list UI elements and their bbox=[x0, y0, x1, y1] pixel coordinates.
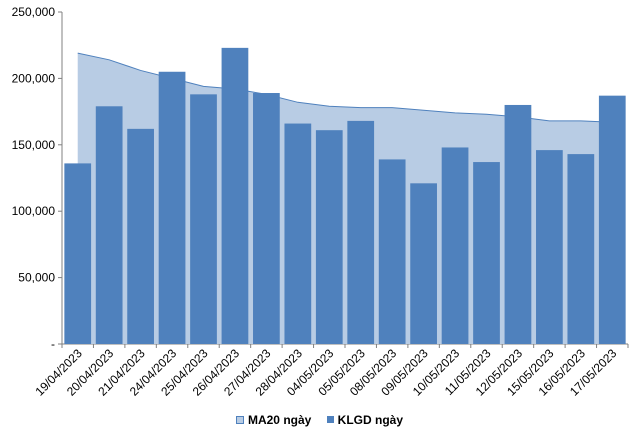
klgd-bar bbox=[347, 120, 375, 345]
klgd-bar bbox=[284, 123, 312, 344]
legend-swatch-ma20 bbox=[235, 415, 244, 424]
klgd-bar bbox=[253, 93, 280, 344]
y-tick-label: 250,000 bbox=[12, 5, 56, 19]
klgd-bar bbox=[64, 163, 92, 344]
klgd-bar bbox=[536, 150, 563, 344]
legend-item-klgd: KLGD ngày bbox=[326, 413, 404, 427]
klgd-bar bbox=[127, 128, 154, 344]
legend-label-ma20: MA20 ngày bbox=[247, 413, 312, 427]
klgd-bar bbox=[158, 71, 186, 344]
y-tick-label: 50,000 bbox=[18, 271, 55, 285]
klgd-bar bbox=[598, 95, 626, 344]
klgd-bar-layer bbox=[64, 47, 626, 345]
legend-swatch-klgd bbox=[326, 416, 334, 424]
klgd-bar bbox=[441, 147, 469, 344]
klgd-bar bbox=[410, 183, 437, 344]
y-axis-ticks: - 50,000 100,000 150,000 200,000 250,000 bbox=[12, 5, 56, 351]
klgd-bar bbox=[504, 104, 532, 345]
klgd-bar bbox=[378, 159, 406, 344]
ma20-area-layer bbox=[77, 52, 613, 345]
klgd-bar bbox=[190, 94, 217, 344]
klgd-bar bbox=[95, 106, 123, 344]
ma20-area bbox=[77, 53, 613, 345]
klgd-bar bbox=[567, 154, 595, 344]
legend: MA20 ngày KLGD ngày bbox=[0, 413, 639, 427]
y-tick-label: 200,000 bbox=[12, 71, 56, 85]
y-tick-label: 150,000 bbox=[12, 138, 56, 152]
legend-label-klgd: KLGD ngày bbox=[337, 413, 404, 427]
y-tick-label: - bbox=[51, 337, 55, 351]
x-axis-ticks: 19/04/202320/04/202321/04/202324/04/2023… bbox=[32, 346, 619, 399]
klgd-bar bbox=[221, 47, 249, 345]
legend-item-ma20: MA20 ngày bbox=[235, 413, 312, 427]
klgd-bar bbox=[315, 130, 343, 344]
klgd-bar bbox=[473, 162, 500, 344]
y-tick-label: 100,000 bbox=[12, 204, 56, 218]
